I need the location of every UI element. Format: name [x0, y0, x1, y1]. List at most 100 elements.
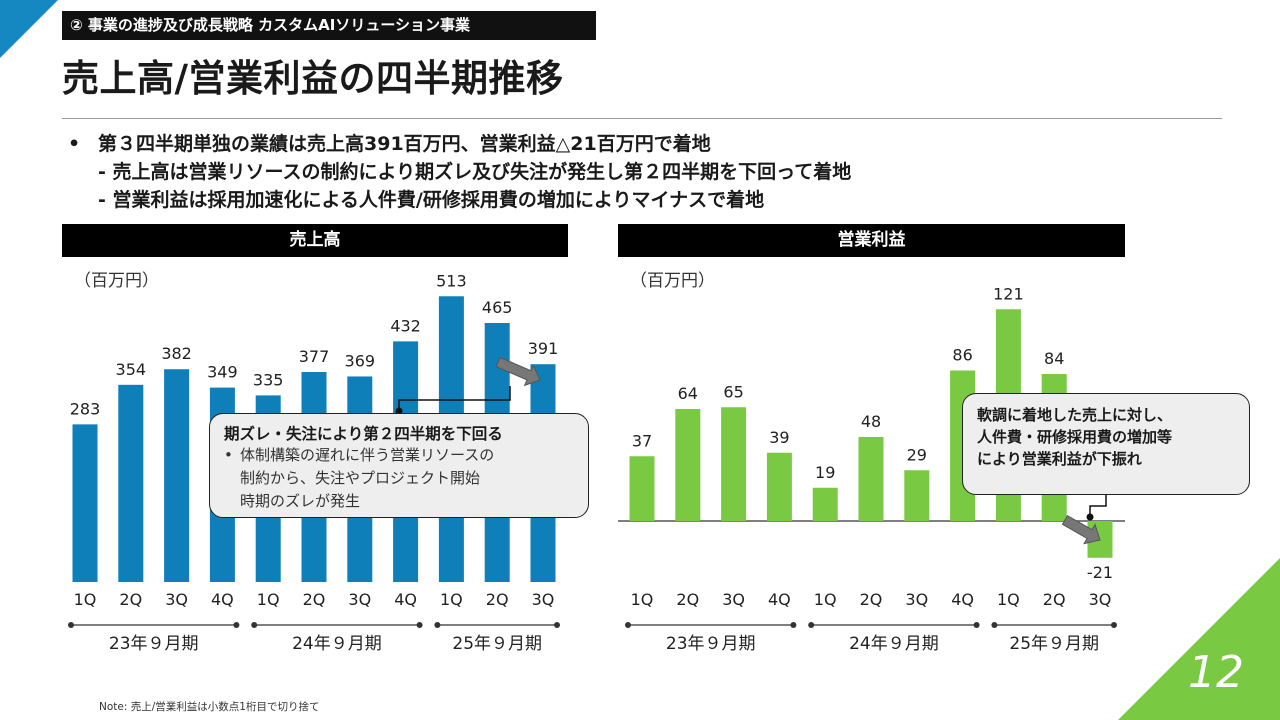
profit-value-label: 86: [952, 346, 972, 365]
profit-period-label: 23年９月期: [666, 634, 756, 654]
profit-callout-line3: により営業利益が下振れ: [977, 450, 1142, 468]
revenue-decline-arrow-icon: [495, 356, 541, 387]
revenue-panel-header: 売上高: [62, 224, 568, 257]
profit-bar: [904, 470, 930, 521]
profit-callout-line2: 人件費・研修採用費の増加等: [977, 428, 1173, 446]
revenue-category-label: 2Q: [303, 590, 326, 609]
profit-callout: 軟調に着地した売上に対し、 人件費・研修採用費の増加等 により営業利益が下振れ: [962, 393, 1250, 495]
profit-bracket-dot: [808, 622, 815, 628]
profit-category-label: 3Q: [1089, 590, 1112, 609]
revenue-category-label: 2Q: [486, 590, 509, 609]
revenue-category-label: 4Q: [394, 590, 417, 609]
revenue-value-label: 465: [482, 298, 513, 317]
revenue-decline-arrow-icon-shape: [495, 356, 541, 387]
profit-category-label: 3Q: [722, 590, 745, 609]
revenue-value-label: 391: [528, 339, 559, 358]
revenue-value-label: 283: [70, 399, 101, 418]
profit-value-label: 37: [632, 431, 652, 450]
profit-bar: [675, 409, 701, 521]
profit-callout-connector: [1089, 495, 1107, 517]
profit-callout-line1: 軟調に着地した売上に対し、: [977, 406, 1173, 424]
profit-value-label: 121: [993, 284, 1024, 303]
revenue-category-label: 1Q: [257, 590, 280, 609]
profit-value-label: 29: [907, 445, 927, 464]
profit-bar: [812, 487, 838, 521]
revenue-bracket-dot: [416, 622, 423, 628]
profit-value-label: 19: [815, 463, 835, 482]
footnote: Note: 売上/営業利益は小数点1桁目で切り捨て: [99, 701, 320, 713]
profit-category-label: 2Q: [1043, 590, 1066, 609]
bullet-main-text: 第３四半期単独の業績は売上高391百万円、営業利益△21百万円で着地: [98, 133, 711, 155]
profit-category-label: 1Q: [814, 590, 837, 609]
revenue-value-label: 513: [436, 271, 467, 290]
revenue-value-label: 432: [390, 316, 421, 335]
revenue-callout: 期ズレ・失注により第２四半期を下回る • 体制構築の遅れに伴う営業リソースの 制…: [209, 413, 589, 518]
revenue-period-label: 23年９月期: [109, 634, 199, 654]
revenue-category-label: 3Q: [532, 590, 555, 609]
summary-bullets: • 第３四半期単独の業績は売上高391百万円、営業利益△21百万円で着地 - 売上…: [68, 130, 851, 214]
revenue-category-label: 1Q: [440, 590, 463, 609]
profit-bracket-dot: [973, 622, 980, 628]
revenue-value-label: 369: [345, 351, 376, 370]
profit-bracket-dot: [790, 622, 797, 628]
revenue-unit-label: （百万円）: [74, 271, 159, 291]
revenue-callout-line2: 制約から、失注やプロジェクト開始: [240, 469, 481, 487]
section-tag: ② 事業の進捗及び成長戦略 カスタムAIソリューション事業: [62, 11, 596, 40]
revenue-category-label: 1Q: [74, 590, 97, 609]
revenue-bracket-dot: [554, 622, 560, 628]
revenue-callout-line3: 時期のズレが発生: [240, 492, 361, 510]
revenue-bar: [164, 369, 190, 582]
profit-category-label: 4Q: [768, 590, 791, 609]
page-number: 12: [1188, 647, 1244, 698]
revenue-callout-line1: 体制構築の遅れに伴う営業リソースの: [240, 446, 495, 464]
revenue-callout-body: • 体制構築の遅れに伴う営業リソースの 制約から、失注やプロジェクト開始 時期の…: [224, 444, 574, 513]
profit-value-label: 39: [769, 428, 789, 447]
profit-category-label: 3Q: [905, 590, 928, 609]
profit-bracket-dot: [991, 622, 998, 628]
revenue-callout-connector: [398, 386, 511, 413]
revenue-period-label: 25年９月期: [452, 634, 542, 654]
bullet-main: • 第３四半期単独の業績は売上高391百万円、営業利益△21百万円で着地: [68, 130, 851, 158]
callout-bullet-dot: •: [224, 446, 233, 464]
revenue-period-label: 24年９月期: [292, 634, 382, 654]
revenue-callout-anchor-dot: [395, 407, 403, 415]
profit-value-label: 48: [861, 412, 881, 431]
profit-bracket-dot: [1111, 622, 1117, 628]
revenue-bracket-dot: [68, 622, 74, 628]
revenue-bar: [72, 424, 98, 582]
revenue-bar: [118, 384, 144, 582]
bullet-dot: •: [68, 133, 81, 155]
revenue-category-label: 4Q: [211, 590, 234, 609]
revenue-value-label: 335: [253, 370, 284, 389]
profit-value-label: 65: [723, 382, 743, 401]
revenue-bracket-dot: [233, 622, 240, 628]
revenue-category-label: 3Q: [165, 590, 188, 609]
profit-category-label: 1Q: [997, 590, 1020, 609]
profit-bar: [629, 456, 655, 521]
profit-period-label: 24年９月期: [849, 634, 939, 654]
profit-value-label: 84: [1044, 349, 1064, 368]
revenue-bracket-dot: [251, 622, 258, 628]
revenue-value-label: 377: [299, 347, 330, 366]
revenue-bracket-dot: [434, 622, 441, 628]
revenue-value-label: 354: [116, 360, 147, 379]
profit-panel-header: 営業利益: [618, 224, 1125, 257]
revenue-value-label: 382: [161, 344, 192, 363]
profit-period-label: 25年９月期: [1009, 634, 1099, 654]
revenue-callout-title: 期ズレ・失注により第２四半期を下回る: [224, 425, 503, 443]
page-title: 売上高/営業利益の四半期推移: [62, 57, 564, 100]
profit-value-label: 64: [678, 384, 698, 403]
profit-bar: [721, 407, 747, 521]
title-divider: [62, 118, 1222, 119]
bullet-sub-revenue: - 売上高は営業リソースの制約により期ズレ及び失注が発生し第２四半期を下回って着…: [98, 161, 852, 183]
bullet-sub-profit: - 営業利益は採用加速化による人件費/研修採用費の増加によりマイナスで着地: [98, 189, 765, 211]
profit-unit-label: （百万円）: [630, 271, 715, 291]
profit-bar: [766, 452, 792, 521]
revenue-category-label: 2Q: [119, 590, 142, 609]
corner-accent-bottom-right: [1118, 558, 1280, 720]
profit-callout-anchor-dot: [1086, 513, 1094, 521]
profit-value-label: -21: [1087, 563, 1113, 582]
profit-bracket-dot: [625, 622, 631, 628]
revenue-category-label: 3Q: [348, 590, 371, 609]
